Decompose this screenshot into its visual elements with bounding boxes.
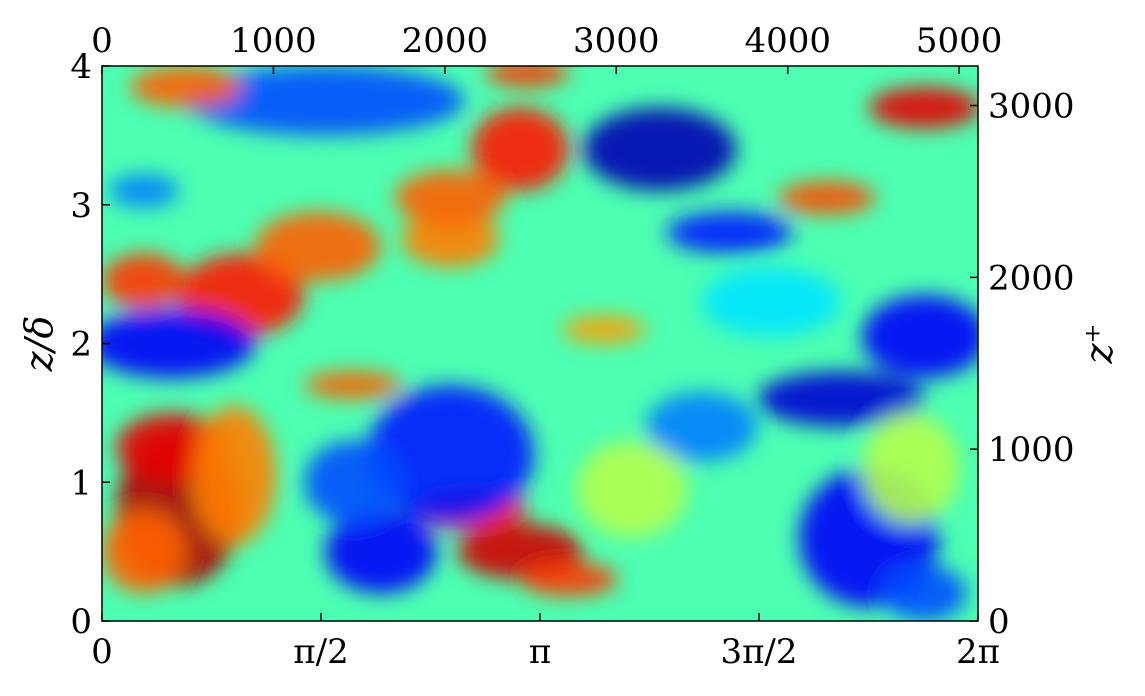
heatmap-cell (108, 174, 179, 208)
heatmap-cell (645, 392, 758, 462)
x-top-tick-label: 0 (91, 21, 113, 61)
heatmap-cell (861, 412, 960, 524)
y-tick-label: 1 (70, 463, 92, 503)
y-tick-label: 3 (70, 186, 92, 226)
plot-area (101, 65, 979, 622)
y-right-tick-label: 1000 (988, 430, 1075, 470)
x-top-tick-label: 3000 (573, 21, 660, 61)
heatmap-cell (757, 371, 925, 427)
heatmap-cell (304, 440, 402, 524)
x-tick-label: 0 (91, 632, 113, 672)
heatmap-cell (861, 294, 978, 379)
heatmap-cell (471, 107, 570, 191)
heatmap-cell (666, 211, 793, 254)
y-right-tick-label: 3000 (988, 87, 1075, 127)
heatmap-cell (576, 440, 688, 538)
x-tick-label: π (529, 632, 551, 672)
y-tick-label: 0 (70, 602, 92, 642)
y-right-tick-label: 0 (988, 602, 1010, 642)
heatmap-cell (102, 253, 186, 309)
heatmap-cell (304, 371, 402, 399)
y-axis-right-title: z⁺ (1077, 323, 1121, 364)
heatmap-cell (102, 308, 256, 379)
heatmap-cell (868, 86, 978, 129)
y-tick-label: 4 (70, 47, 92, 87)
x-axis-bottom: 0 π/2 π 3π/2 2π (91, 613, 1000, 672)
y-axis-left-title: z/δ (17, 316, 61, 373)
heatmap-cell (582, 107, 737, 191)
x-top-tick-label: 1000 (230, 21, 317, 61)
y-axis-left: 0 1 2 3 4 (70, 47, 110, 642)
x-top-tick-label: 2000 (402, 21, 489, 61)
x-tick-label: π/2 (293, 632, 348, 672)
x-tick-label: 3π/2 (720, 632, 797, 672)
heatmap-cell (701, 267, 841, 337)
x-top-tick-label: 5000 (916, 21, 1003, 61)
x-axis-top: 0 1000 2000 3000 4000 5000 (91, 21, 1002, 74)
x-tick-label: 2π (956, 632, 1000, 672)
heatmap-cell (185, 66, 465, 136)
heatmap-cell (366, 385, 535, 524)
heatmap-cell (129, 66, 242, 108)
heatmap-cell (778, 181, 876, 215)
heatmap-cell (192, 405, 277, 545)
heatmap-cell (255, 211, 381, 282)
x-top-tick-label: 4000 (744, 21, 831, 61)
y-tick-label: 2 (70, 325, 92, 365)
heatmap-cell (520, 562, 618, 597)
y-axis-right: 0 1000 2000 3000 (970, 87, 1075, 642)
heatmap-cell (325, 510, 437, 594)
heatmap-cell (882, 565, 967, 621)
heatmap-cell (485, 66, 570, 87)
y-right-tick-label: 2000 (988, 258, 1075, 298)
heatmap-cell (401, 211, 500, 268)
heatmap-cell (394, 170, 507, 226)
heatmap-cell (562, 315, 646, 344)
heatmap-cell (102, 510, 186, 594)
